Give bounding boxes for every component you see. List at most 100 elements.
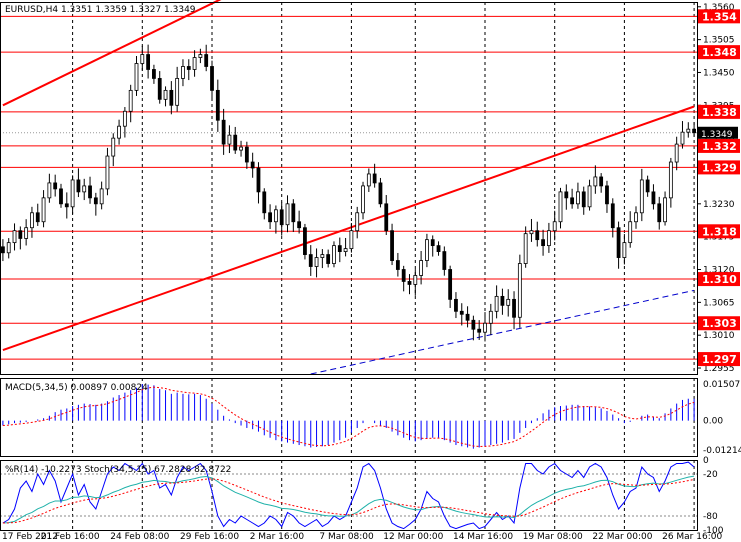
oscillator-title: %R(14) -10.2273 Stoch(34,5,15) 67.2828 8… <box>5 465 231 475</box>
macd-indicator <box>2 384 695 449</box>
level-label-box[interactable] <box>698 104 740 119</box>
trend-line <box>2 105 695 352</box>
candle-body <box>128 89 133 112</box>
candle-body <box>221 119 226 145</box>
y-tick-label: 1.3560 <box>703 3 735 13</box>
candle-body <box>70 179 75 208</box>
level-label[interactable]: 1.348 <box>702 46 737 59</box>
candle-body <box>384 203 389 232</box>
level-label-box[interactable] <box>698 272 740 287</box>
level-label[interactable]: 1.310 <box>702 273 737 286</box>
candle-body <box>175 78 180 106</box>
candle-body <box>146 54 151 70</box>
candle-body <box>634 212 638 223</box>
y-tick-label: 1.3230 <box>703 200 735 210</box>
candle-body <box>163 89 168 100</box>
x-tick-label: 21 Feb 16:00 <box>41 532 100 542</box>
level-label[interactable]: 1.354 <box>702 10 737 23</box>
macd-title: MACD(5,34,5) 0.00897 0.00824 <box>5 383 148 393</box>
current-price-box[interactable] <box>698 126 738 139</box>
trend-line <box>310 289 695 375</box>
candle-body <box>215 89 220 121</box>
candle-body <box>471 319 476 330</box>
candle-body <box>285 203 290 226</box>
level-labels[interactable]: 1.354 1.348 1.338 1.332 1.329 1.318 1.310 1.303… <box>698 9 740 367</box>
candle-body <box>117 125 121 139</box>
x-tick-label: 26 Mar 16:00 <box>662 532 722 542</box>
candle-body <box>628 221 633 244</box>
candle-body <box>448 269 453 300</box>
level-label[interactable]: 1.303 <box>702 317 737 330</box>
candle-body <box>244 146 249 163</box>
candle-body <box>552 221 557 232</box>
candle-body <box>233 134 238 151</box>
level-label[interactable]: 1.338 <box>702 106 737 119</box>
stoch-main-line <box>2 475 695 524</box>
level-label-box[interactable] <box>698 160 740 175</box>
candle-body <box>529 230 534 235</box>
candle-body <box>639 179 644 214</box>
osc-tick-label: 0 <box>703 456 709 466</box>
candle-body <box>430 239 435 247</box>
candle-body <box>47 182 52 199</box>
candle-body <box>181 66 185 79</box>
candle-body <box>390 230 394 261</box>
candle-body <box>169 89 174 106</box>
candle-body <box>210 66 214 91</box>
osc-tick-label: -80 <box>703 512 718 522</box>
candle-body <box>99 188 104 205</box>
candle-body <box>488 310 493 324</box>
candle-body <box>343 248 348 252</box>
candle-body <box>337 245 342 252</box>
candle-body <box>105 155 110 190</box>
candle-body <box>541 239 545 247</box>
x-tick-label: 2 Mar 16:00 <box>250 532 305 542</box>
candle-body <box>268 212 272 223</box>
candle-body <box>186 66 191 70</box>
x-tick-label: 14 Mar 16:00 <box>453 532 513 542</box>
candle-body <box>332 245 336 264</box>
candle-body <box>64 203 69 208</box>
candle-body <box>599 176 604 187</box>
wpr-line <box>2 461 695 530</box>
candle-body <box>645 179 650 193</box>
candle-body <box>1 246 5 254</box>
candle-body <box>622 242 627 258</box>
candle-body <box>593 176 598 187</box>
level-label[interactable]: 1.329 <box>702 161 737 174</box>
candle-body <box>320 254 325 258</box>
level-label-box[interactable] <box>698 224 740 239</box>
level-label[interactable]: 1.318 <box>702 225 737 238</box>
main-chart-title: EURUSD,H4 1.3351 1.3359 1.3327 1.3349 <box>5 5 196 15</box>
candle-body <box>564 191 569 199</box>
candle-body <box>483 322 487 333</box>
candle-body <box>18 230 23 239</box>
level-label[interactable]: 1.332 <box>702 140 737 153</box>
candle-body <box>442 251 447 270</box>
y-tick-label: 1.3065 <box>703 298 735 308</box>
candle-body <box>366 173 371 187</box>
level-label-box[interactable] <box>698 45 740 60</box>
level-label-box[interactable] <box>698 9 740 24</box>
y-tick-label: 1.2955 <box>703 364 735 374</box>
level-label-box[interactable] <box>698 138 740 153</box>
candle-body <box>692 128 696 134</box>
candle-body <box>122 110 127 127</box>
candle-body <box>93 197 98 205</box>
y-tick-label: 1.3450 <box>703 68 735 78</box>
level-label-box[interactable] <box>698 316 740 331</box>
current-price-label[interactable]: 1.3349 <box>701 130 733 140</box>
candle-body <box>314 257 319 267</box>
candle-body <box>140 54 145 64</box>
candle-body <box>558 191 563 223</box>
candle-body <box>53 182 58 190</box>
x-tick-label: 29 Feb 16:00 <box>180 532 239 542</box>
candle-body <box>82 185 87 193</box>
candle-body <box>6 242 11 254</box>
osc-tick-label: -20 <box>703 470 718 480</box>
level-label-box[interactable] <box>698 352 740 367</box>
level-label[interactable]: 1.297 <box>702 353 737 366</box>
candle-body <box>651 191 656 205</box>
